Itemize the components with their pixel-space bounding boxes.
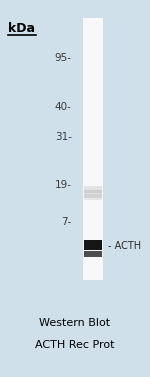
Bar [84, 190, 102, 198]
Text: ACTH Rec Prot: ACTH Rec Prot [35, 340, 114, 350]
Text: 40-: 40- [55, 102, 72, 112]
Bar [84, 194, 102, 199]
Bar [83, 18, 103, 280]
Text: 7-: 7- [61, 217, 72, 227]
Text: kDa: kDa [8, 22, 35, 35]
Bar [84, 186, 102, 193]
Text: Western Blot: Western Blot [39, 318, 110, 328]
Bar [84, 240, 102, 250]
Text: 95-: 95- [55, 53, 72, 63]
Text: - ACTH: - ACTH [108, 241, 141, 251]
Bar [84, 251, 102, 257]
Text: 19-: 19- [55, 180, 72, 190]
Text: 31-: 31- [55, 132, 72, 142]
